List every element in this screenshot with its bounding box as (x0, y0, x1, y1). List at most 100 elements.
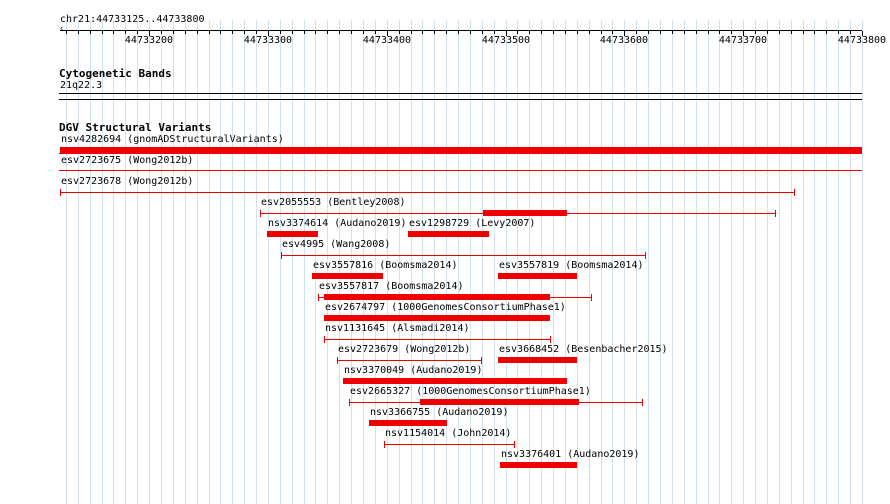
grid-line (541, 20, 542, 504)
grid-line (292, 20, 293, 504)
ruler-tick (232, 31, 233, 34)
dgv-track-title: DGV Structural Variants (59, 121, 212, 134)
ruler-tick (434, 31, 435, 34)
variant-label[interactable]: nsv1131645 (Alsmadi2014) (325, 323, 470, 334)
grid-line (375, 20, 376, 504)
variant-label[interactable]: nsv1154014 (John2014) (385, 428, 512, 439)
variant-feature[interactable] (498, 357, 577, 363)
grid-line (719, 20, 720, 504)
ruler-tick (161, 31, 162, 34)
variant-core[interactable] (420, 399, 579, 405)
ruler-tick (387, 31, 388, 36)
grid-line (315, 20, 316, 504)
ruler-axis (60, 30, 862, 31)
grid-line (553, 20, 554, 504)
ruler-tick (185, 31, 186, 34)
variant-feature[interactable] (60, 147, 862, 153)
variant-feature[interactable] (312, 273, 383, 279)
variant-feature[interactable] (408, 231, 489, 237)
variant-feature[interactable] (343, 378, 567, 384)
grid-line (482, 20, 483, 504)
variant-feature[interactable] (500, 462, 577, 468)
variant-label[interactable]: esv2055553 (Bentley2008) (261, 197, 406, 208)
grid-line (232, 20, 233, 504)
variant-label[interactable]: esv2723679 (Wong2012b) (338, 344, 471, 355)
variant-end-cap (384, 441, 385, 448)
grid-line (102, 20, 103, 504)
ruler-tick-label: 44733200 (124, 35, 174, 46)
grid-line (577, 20, 578, 504)
variant-label[interactable]: esv3557817 (Boomsma2014) (319, 281, 464, 292)
ruler-tick (363, 31, 364, 34)
ruler-tick (541, 31, 542, 34)
variant-core[interactable] (324, 294, 550, 300)
variant-label[interactable]: nsv4282694 (gnomADStructuralVariants) (61, 134, 284, 145)
ruler-tick (767, 31, 768, 34)
grid-line (708, 20, 709, 504)
grid-line (648, 20, 649, 504)
grid-line (351, 20, 352, 504)
ruler-tick (125, 31, 126, 34)
ruler-tick (826, 31, 827, 34)
variant-feature[interactable] (384, 444, 514, 445)
ruler-tick (315, 31, 316, 34)
grid-line (339, 20, 340, 504)
variant-feature[interactable] (337, 360, 481, 361)
ruler-tick (565, 31, 566, 34)
variant-label[interactable]: esv3557819 (Boomsma2014) (499, 260, 644, 271)
variant-end-cap (591, 294, 592, 301)
variant-feature[interactable] (324, 315, 550, 321)
grid-line (506, 20, 507, 504)
grid-line (470, 20, 471, 504)
scroll-left-icon[interactable]: ‹ (59, 24, 65, 34)
grid-line (743, 20, 744, 504)
variant-feature[interactable] (281, 255, 645, 256)
variant-label[interactable]: esv2723678 (Wong2012b) (61, 176, 194, 187)
variant-label[interactable]: nsv3376401 (Audano2019) (501, 449, 640, 460)
variant-feature[interactable] (369, 420, 447, 426)
variant-feature[interactable] (324, 339, 550, 340)
grid-line (220, 20, 221, 504)
ruler-tick (517, 31, 518, 34)
variant-end-cap (642, 399, 643, 406)
grid-line (363, 20, 364, 504)
variant-end-cap (281, 252, 282, 259)
variant-label[interactable]: esv1298729 (Levy2007) (409, 218, 536, 229)
ruler-tick (422, 31, 423, 34)
variant-label[interactable]: esv2665327 (1000GenomesConsortiumPhase1) (350, 386, 591, 397)
grid-line (66, 20, 67, 504)
row-separator (59, 153, 862, 154)
variant-label[interactable]: esv3668452 (Besenbacher2015) (499, 344, 668, 355)
grid-line (612, 20, 613, 504)
ruler-tick (327, 31, 328, 34)
variant-label[interactable]: nsv3370049 (Audano2019) (344, 365, 483, 376)
variant-label[interactable]: nsv3366755 (Audano2019) (370, 407, 509, 418)
ruler-tick (648, 31, 649, 34)
variant-feature[interactable] (267, 231, 318, 237)
grid-line (494, 20, 495, 504)
grid-line (137, 20, 138, 504)
grid-line (113, 20, 114, 504)
variant-feature[interactable] (498, 273, 577, 279)
variant-end-cap (260, 210, 261, 217)
variant-core[interactable] (483, 210, 567, 216)
ruler-tick-label: 44733800 (837, 35, 887, 46)
grid-line (173, 20, 174, 504)
variant-label[interactable]: esv3557816 (Boomsma2014) (313, 260, 458, 271)
grid-line (660, 20, 661, 504)
ruler-tick (636, 31, 637, 34)
variant-label[interactable]: esv2723675 (Wong2012b) (61, 155, 194, 166)
ruler-tick (66, 31, 67, 34)
variant-label[interactable]: esv4995 (Wang2008) (282, 239, 391, 250)
variant-label[interactable]: esv2674797 (1000GenomesConsortiumPhase1) (325, 302, 566, 313)
grid-line (434, 20, 435, 504)
grid-line (280, 20, 281, 504)
ruler-tick (589, 31, 590, 34)
variant-feature[interactable] (60, 192, 794, 193)
ruler-tick (209, 31, 210, 34)
variant-label[interactable]: nsv3374614 (Audano2019) (268, 218, 407, 229)
ruler-tick (458, 31, 459, 34)
variant-end-cap (324, 336, 325, 343)
grid-line (767, 20, 768, 504)
grid-line (411, 20, 412, 504)
